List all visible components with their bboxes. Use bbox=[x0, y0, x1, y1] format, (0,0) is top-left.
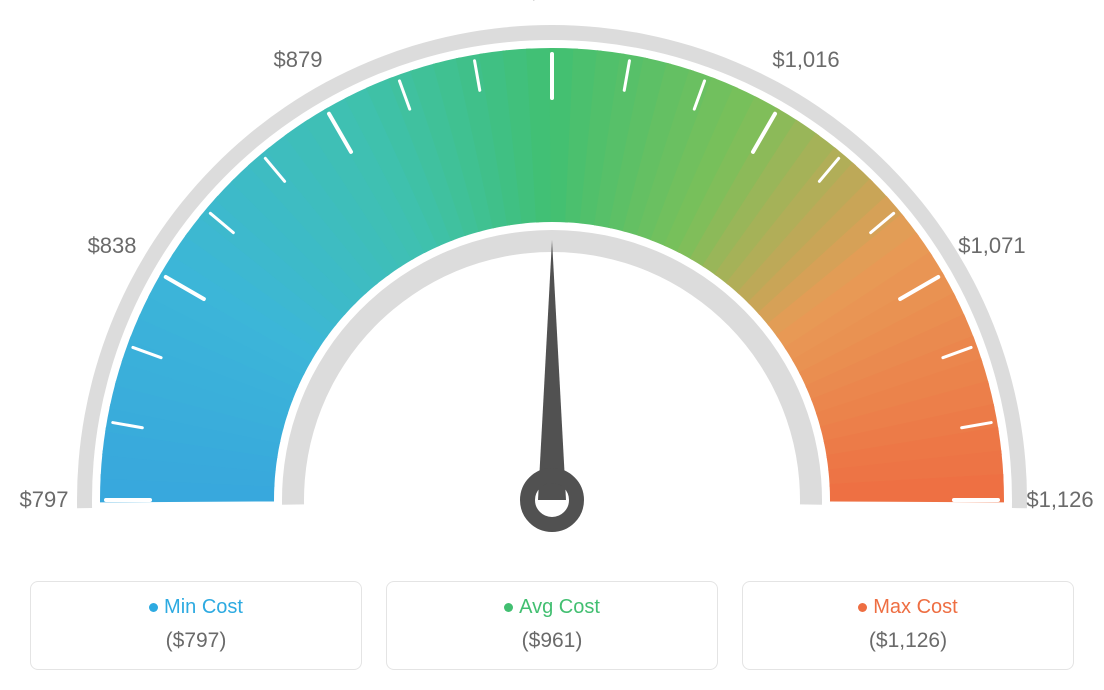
gauge-svg bbox=[0, 0, 1104, 560]
legend-min-value: ($797) bbox=[41, 629, 351, 653]
gauge-tick-label: $879 bbox=[274, 47, 323, 73]
legend-avg-label: Avg Cost bbox=[519, 596, 600, 618]
legend-dot-avg bbox=[504, 603, 513, 612]
legend-dot-max bbox=[858, 603, 867, 612]
legend-card-min: Min Cost ($797) bbox=[30, 581, 362, 670]
gauge-tick-label: $1,071 bbox=[958, 233, 1025, 259]
legend-min-label: Min Cost bbox=[164, 596, 243, 618]
legend-max-label: Max Cost bbox=[873, 596, 957, 618]
cost-gauge-chart: $797 $838 $879 $961 $1,016 $1,071 $1,126 Min C… bbox=[0, 0, 1104, 690]
legend-max-title: Max Cost bbox=[753, 596, 1063, 619]
gauge-tick-label: $797 bbox=[20, 487, 69, 513]
gauge-tick-label: $1,016 bbox=[772, 47, 839, 73]
legend-min-title: Min Cost bbox=[41, 596, 351, 619]
gauge-tick-label: $838 bbox=[88, 233, 137, 259]
legend-avg-title: Avg Cost bbox=[397, 596, 707, 619]
legend-card-avg: Avg Cost ($961) bbox=[386, 581, 718, 670]
gauge-area: $797 $838 $879 $961 $1,016 $1,071 $1,126 bbox=[0, 0, 1104, 560]
legend-row: Min Cost ($797) Avg Cost ($961) Max Cost… bbox=[30, 581, 1074, 670]
gauge-tick-label: $961 bbox=[528, 0, 577, 5]
legend-max-value: ($1,126) bbox=[753, 629, 1063, 653]
legend-dot-min bbox=[149, 603, 158, 612]
gauge-tick-label: $1,126 bbox=[1026, 487, 1093, 513]
legend-avg-value: ($961) bbox=[397, 629, 707, 653]
legend-card-max: Max Cost ($1,126) bbox=[742, 581, 1074, 670]
